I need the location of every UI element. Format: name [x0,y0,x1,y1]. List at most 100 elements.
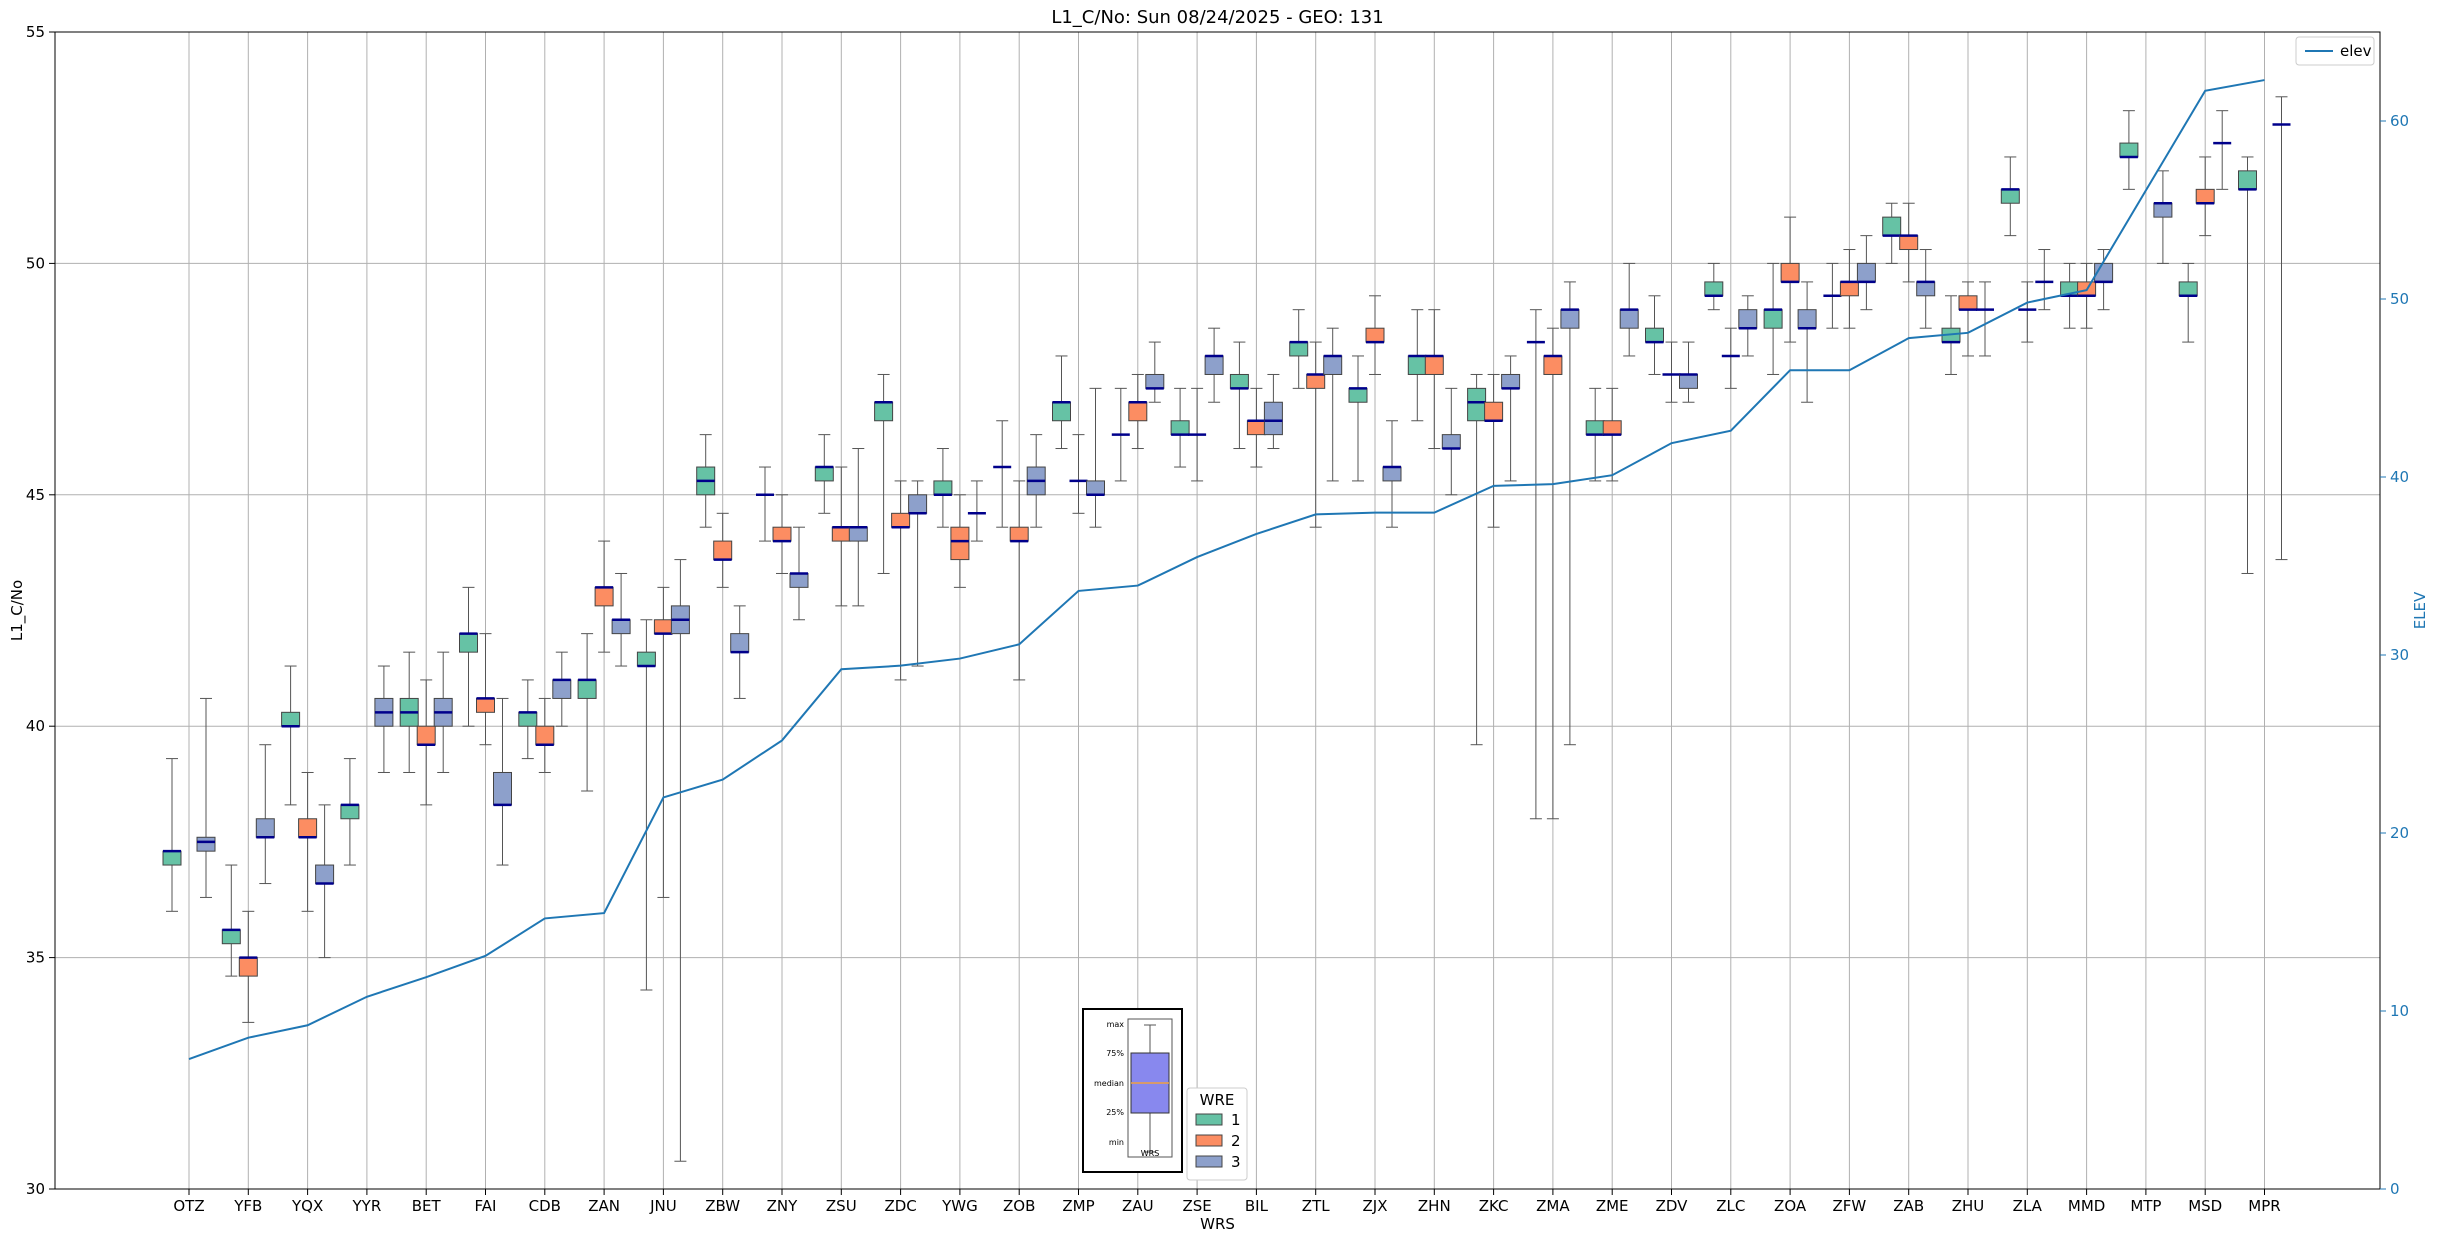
y-tick-label: 30 [26,1180,45,1198]
box-wre-1 [340,804,360,820]
box-wre-2 [1365,327,1385,343]
x-tick-label: FAI [475,1197,497,1215]
box-wre-2 [950,526,970,561]
box-wre-1 [874,401,894,422]
box-wre-3 [196,836,216,852]
box-wre-1 [1704,281,1724,297]
box-wre-1 [281,711,301,727]
box-plot-key-inset: max 75% median 25% min WRS [1082,1008,1183,1173]
box-wre-1 [1467,387,1487,422]
elev-line-layer [188,79,2265,1061]
x-tick-label: YYR [352,1197,382,1215]
box-wre-3 [1204,355,1224,375]
box-wre-2 [891,512,911,528]
box-wre-3 [611,619,631,635]
x-tick-label: OTZ [173,1197,204,1215]
box-wre-2 [298,818,318,838]
x-tick-label: ZTL [1302,1197,1330,1215]
box-wre-1 [1585,420,1605,436]
y-axis-label: L1_C/No [8,580,27,641]
box-wre-1 [1170,420,1190,436]
wre-legend: WRE 1 2 3 [1186,1087,1248,1181]
y-tick-label: 55 [26,23,45,41]
x-tick-label: ZDV [1656,1197,1689,1215]
x-tick-label: YFB [233,1197,262,1215]
x-tick-label: ZME [1596,1197,1629,1215]
x-tick-label: ZOA [1774,1197,1807,1215]
inset-label-q1: 25% [1106,1108,1124,1117]
box-wre-3 [1501,373,1521,389]
elev-legend-frame [2295,36,2375,66]
inset-label-q3: 75% [1106,1049,1124,1058]
box-wre-3 [1560,309,1580,329]
axes: OTZ YFB YQX YYR BET FAI CDB ZAN JNU ZBW ZNY ZSU ZDC Y… [26,23,2409,1215]
y2-tick-label: 40 [2390,468,2409,486]
x-tick-label: ZSU [826,1197,857,1215]
wre-legend-label-1: 1 [1231,1111,1241,1129]
y-tick-label: 50 [26,254,45,272]
box-wre-3 [552,679,572,699]
box-wre-3 [1441,434,1461,450]
x-tick-label: ZFW [1833,1197,1867,1215]
x-tick-label: ZJX [1363,1197,1388,1215]
x-tick-label: ZAB [1893,1197,1924,1215]
box-wre-1 [1645,327,1664,343]
inset-label-max: max [1107,1020,1125,1029]
box-wre-1 [1763,309,1783,329]
box-wre-2 [713,540,733,561]
box-wre-2 [1246,420,1266,436]
wre-legend-swatch-2 [1195,1134,1223,1147]
box-wre-1 [1289,341,1309,357]
box-wre-2 [1839,281,1859,297]
x-tick-label: ZAU [1122,1197,1154,1215]
box-wre-3 [255,818,275,838]
box-wre-2 [1602,420,1622,436]
box-wre-1 [577,679,597,699]
box-wre-2 [2195,188,2215,204]
y-tick-label: 40 [26,717,45,735]
y2-axis-label: ELEV [2411,591,2429,629]
x-tick-label: ZOB [1003,1197,1035,1215]
x-tick-label: ZNY [767,1197,798,1215]
box-wre-2 [772,526,792,542]
box-wre-3 [1797,309,1817,329]
elev-legend-label: elev [2340,42,2372,60]
box-wre-3 [493,771,512,806]
wre-legend-label-3: 3 [1231,1153,1241,1171]
box-wre-1 [933,480,953,496]
inset-label-median: median [1094,1079,1124,1088]
x-tick-label: ZLA [2013,1197,2043,1215]
box-wre-1 [221,929,241,945]
x-tick-label: ZMP [1062,1197,1094,1215]
x-tick-label: ZDC [884,1197,916,1215]
box-wre-1 [459,633,478,653]
box-wre-3 [848,526,868,542]
x-axis-label: WRS [1200,1215,1235,1233]
elev-line [188,79,2265,1061]
y2-tick-label: 20 [2390,824,2409,842]
box-wre-1 [162,850,182,866]
x-tick-label: BIL [1245,1197,1269,1215]
wre-legend-swatch-3 [1195,1155,1223,1168]
box-wre-1 [1882,216,1902,237]
x-tick-label: MMD [2068,1197,2105,1215]
y2-tick-label: 10 [2390,1002,2409,1020]
x-tick-label: ZHU [1952,1197,1985,1215]
wre-legend-title: WRE [1200,1091,1235,1109]
box-wre-2 [1306,373,1326,389]
box-wre-2 [831,526,851,542]
x-tick-label: MTP [2130,1197,2161,1215]
box-wre-2 [535,725,555,746]
x-tick-label: CDB [529,1197,561,1215]
elev-legend: elev [2295,36,2375,66]
box-wre-1 [2178,281,2198,297]
x-tick-label: ZKC [1479,1197,1509,1215]
box-wre-2 [1899,235,1919,251]
box-whiskers [166,96,2288,1162]
box-wre-3 [1619,309,1639,329]
x-tick-label: ZMA [1536,1197,1570,1215]
box-wre-1 [1052,401,1071,422]
box-wre-2 [476,697,495,713]
inset-xlabel: WRS [1141,1149,1160,1158]
